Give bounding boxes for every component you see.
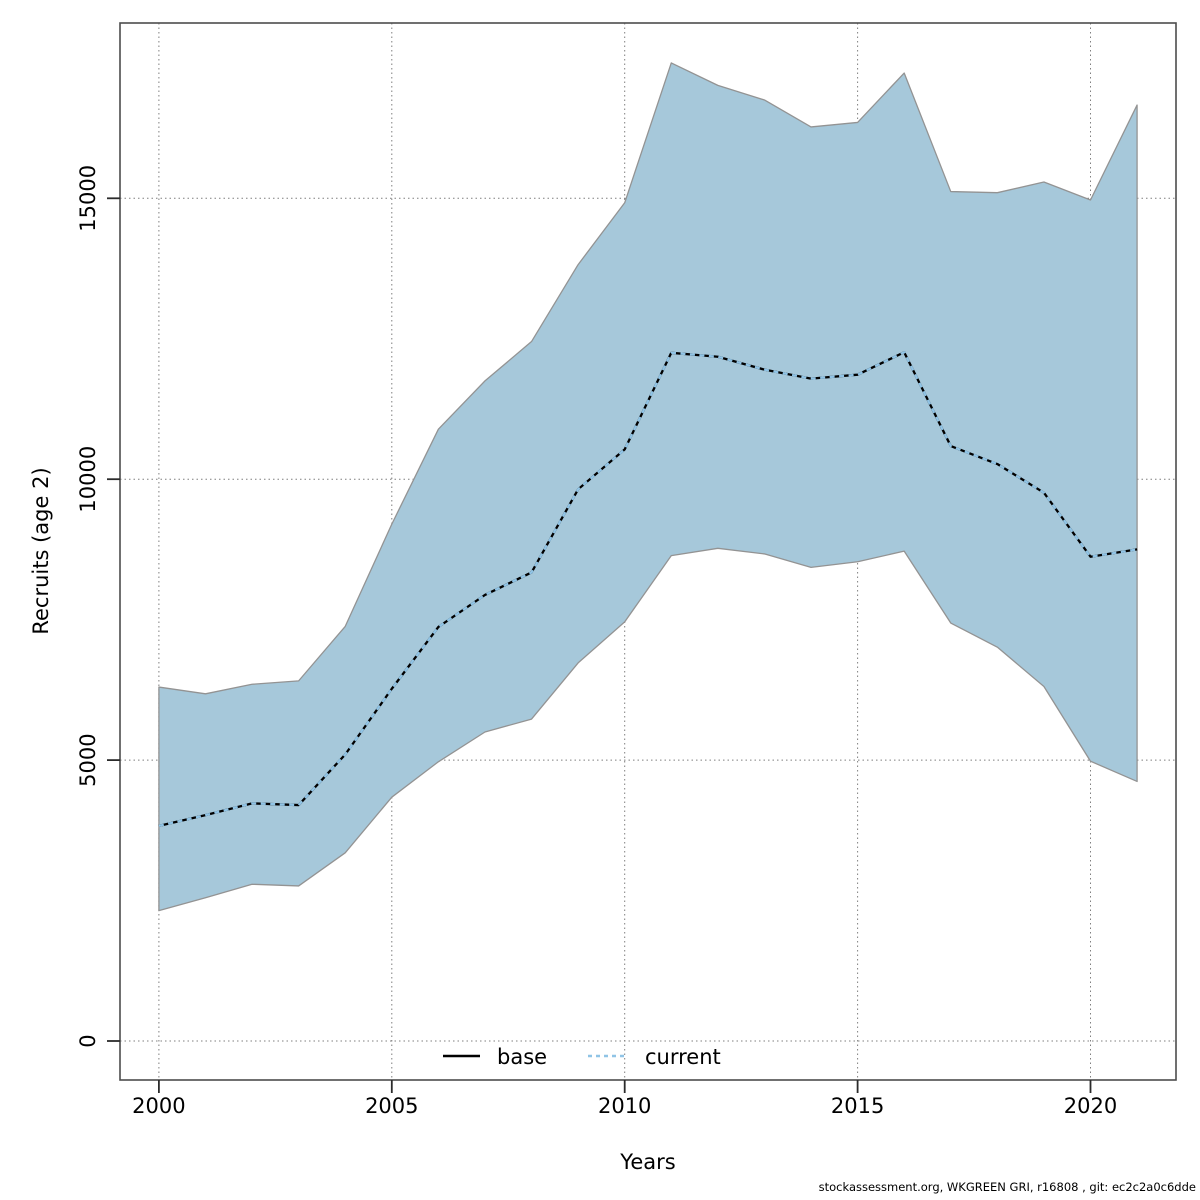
y-tick-label: 5000: [76, 733, 100, 786]
series-line-layer: [158, 351, 1138, 827]
y-axis-title: Recruits (age 2): [29, 467, 53, 634]
x-tick-label: 2005: [365, 1094, 418, 1118]
x-tick-label: 2015: [831, 1094, 884, 1118]
x-tick-label: 2010: [598, 1094, 651, 1118]
x-axis-title: Years: [619, 1150, 675, 1174]
legend-base-label: base: [497, 1045, 547, 1069]
footer-credit: stockassessment.org, WKGREEN GRI, r16808…: [819, 1180, 1196, 1194]
axis-tick-labels: 2000 2005 2010 2015 2020 0 5000 10000 15000: [76, 165, 1117, 1118]
confidence-band: [158, 62, 1138, 912]
legend: base current: [443, 1045, 721, 1069]
axis-tick-marks: [107, 197, 1092, 1093]
y-tick-label: 10000: [76, 446, 100, 513]
x-tick-label: 2000: [132, 1094, 185, 1118]
current-line: [158, 351, 1138, 827]
legend-current-label: current: [645, 1045, 721, 1069]
confidence-band-layer: [158, 62, 1138, 912]
plot-border: [119, 22, 1177, 1081]
x-tick-label: 2020: [1064, 1094, 1117, 1118]
y-tick-label: 0: [76, 1034, 100, 1047]
y-tick-label: 15000: [76, 165, 100, 232]
